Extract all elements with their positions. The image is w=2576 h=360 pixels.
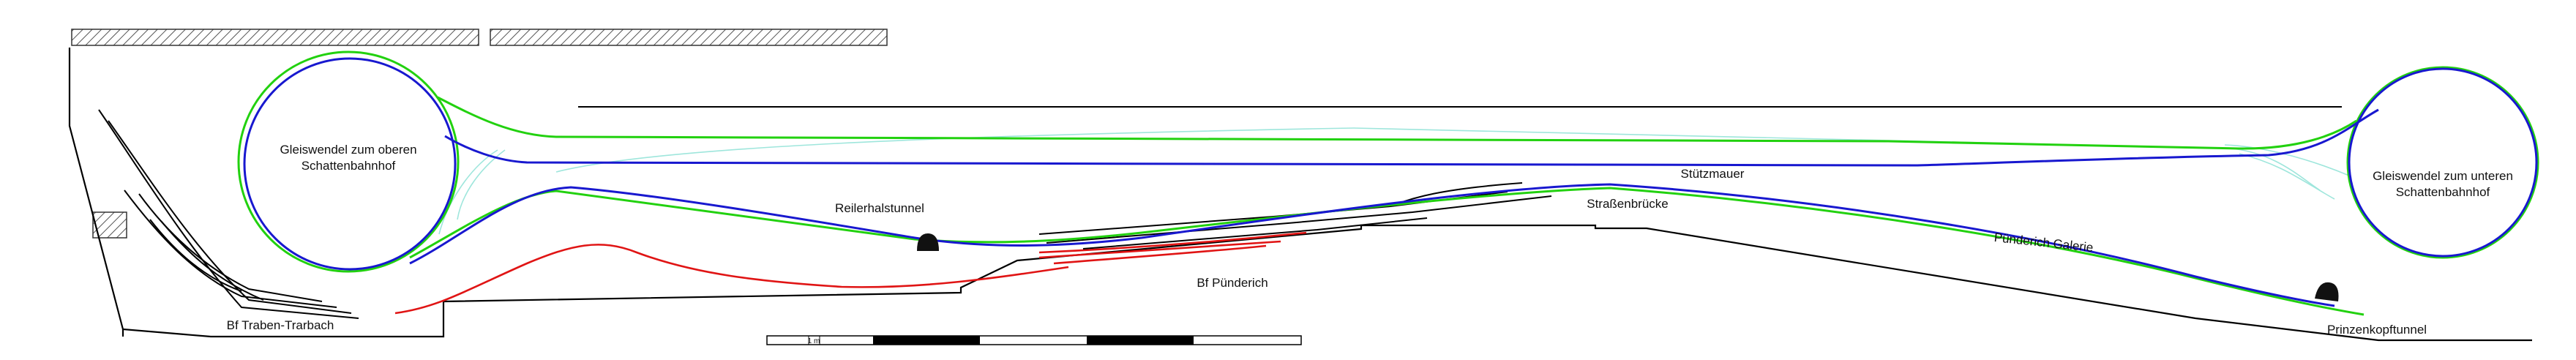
scale-unit-label: 1 m (808, 337, 820, 345)
reilerhals-tunnel-label: Reilerhalstunnel (835, 201, 924, 215)
bf-puenderich-label: Bf Pünderich (1197, 276, 1268, 290)
helix-right-label-line1: Gleiswendel zum unteren (2373, 169, 2513, 183)
stuetzmauer-label: Stützmauer (1681, 167, 1745, 181)
bf-traben-trarbach-label: Bf Traben-Trarbach (227, 318, 334, 332)
helix-right-label-line2: Schattenbahnhof (2396, 185, 2490, 199)
wall-hatch-top-middle (490, 29, 888, 46)
puenderich-galerie-label: Pünderich Galerie (1993, 230, 2094, 255)
upper-line-green (237, 50, 2539, 316)
helix-left-label-line2: Schattenbahnhof (302, 159, 396, 173)
traben-trarbach-station-tracks (98, 109, 359, 319)
lower-line-blue (243, 57, 2538, 307)
station-tracks-red (394, 231, 1307, 315)
tunnel-portal-prinzenkopf (2315, 282, 2339, 301)
prinzenkopf-tunnel-label: Prinzenkopftunnel (2327, 323, 2427, 337)
baseboard-outline (68, 48, 2532, 342)
wall-hatch-top-left (71, 29, 479, 46)
tunnel-portal-reilerhals (917, 233, 939, 251)
strassenbruecke-label: Straßenbrücke (1587, 197, 1669, 211)
scale-bar (766, 335, 1302, 345)
helix-left-label-line1: Gleiswendel zum oberen (280, 143, 416, 157)
